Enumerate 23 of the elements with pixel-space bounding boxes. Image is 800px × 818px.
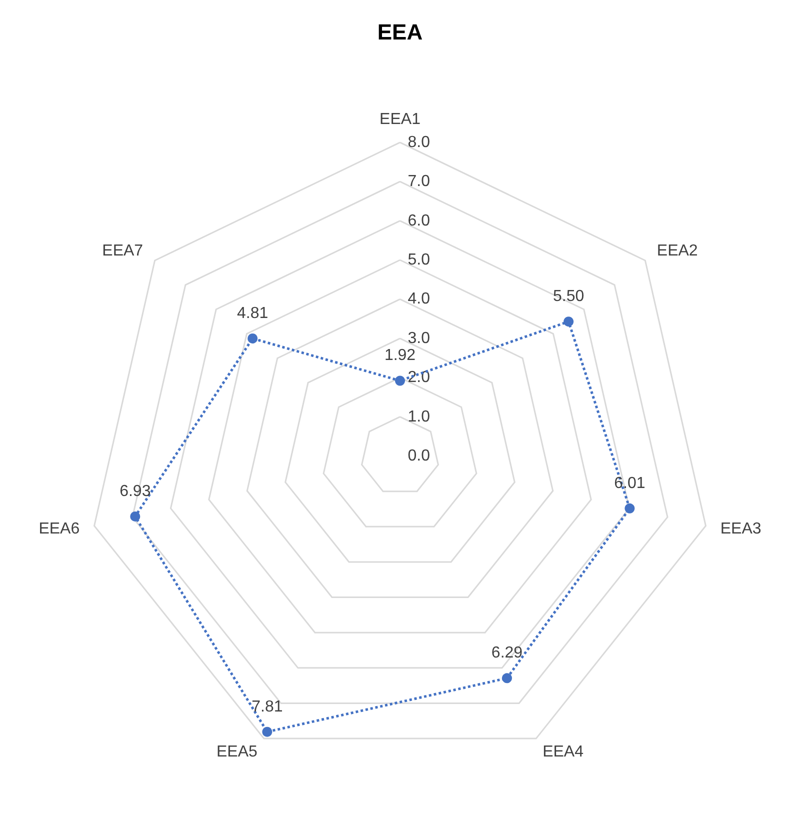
data-label: 4.81 bbox=[237, 304, 268, 322]
data-label: 6.29 bbox=[491, 644, 523, 662]
data-label: 6.01 bbox=[614, 474, 646, 492]
y-tick-label: 0.0 bbox=[408, 448, 430, 464]
spoke-label: EEA4 bbox=[542, 744, 584, 761]
y-tick-label: 8.0 bbox=[408, 134, 430, 151]
y-tick-label: 6.0 bbox=[408, 212, 430, 230]
y-tick-label: 1.0 bbox=[408, 408, 430, 426]
chart-title: EEA bbox=[377, 20, 423, 44]
y-tick-label: 5.0 bbox=[408, 252, 430, 268]
y-tick-label: 4.0 bbox=[408, 290, 430, 308]
spoke-label: EEA7 bbox=[102, 242, 144, 260]
spoke-label: EEA1 bbox=[380, 110, 421, 128]
spoke-label: EEA3 bbox=[720, 520, 762, 538]
spoke-label: EEA2 bbox=[656, 242, 698, 260]
y-tick-label: 7.0 bbox=[408, 173, 430, 190]
data-label: 6.93 bbox=[120, 482, 151, 500]
data-label: 7.81 bbox=[252, 698, 283, 716]
spoke-label: EEA5 bbox=[216, 744, 258, 761]
data-label: 1.92 bbox=[384, 347, 416, 364]
data-label: 5.50 bbox=[552, 288, 584, 306]
spoke-label: EEA6 bbox=[38, 520, 80, 538]
y-tick-label: 3.0 bbox=[408, 330, 430, 347]
